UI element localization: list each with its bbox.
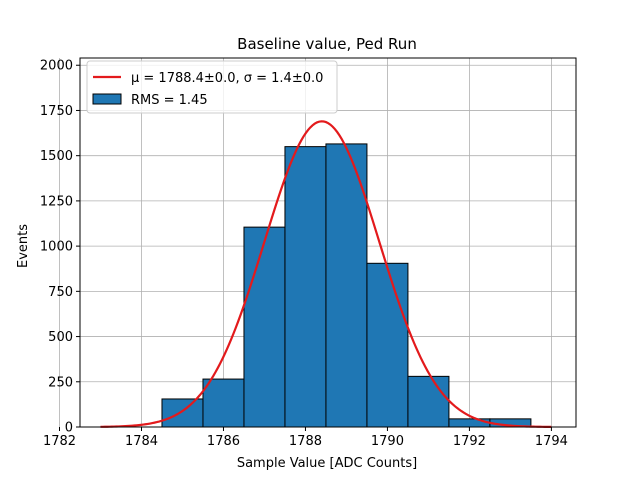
legend-histogram-label: RMS = 1.45	[131, 93, 208, 108]
y-tick-label: 0	[65, 421, 73, 436]
histogram-bar	[407, 375, 450, 428]
plot-frame	[79, 57, 577, 428]
histogram-bar	[366, 262, 409, 428]
x-tick-label: 1782	[43, 434, 76, 449]
chart-title: Baseline value, Ped Run	[237, 35, 417, 53]
histogram-bar	[161, 398, 204, 428]
y-tick-label: 750	[48, 285, 73, 300]
legend-histogram-swatch	[92, 93, 122, 105]
y-tick-label: 1500	[40, 149, 73, 164]
gaussian-fit-curve	[100, 120, 552, 428]
histogram-bar	[284, 146, 327, 428]
legend: μ = 1788.4±0.0, σ = 1.4±0.0 RMS = 1.45	[86, 60, 338, 114]
histogram-bar	[448, 418, 491, 428]
histogram-bar	[202, 378, 245, 428]
x-axis-ticks: 1782 1784 1786 1788 1790 1792 1794	[43, 427, 568, 449]
x-tick-label: 1794	[535, 434, 568, 449]
y-axis-label: Events	[16, 224, 31, 268]
histogram-bar	[243, 226, 286, 428]
x-tick-label: 1784	[125, 434, 158, 449]
x-tick-label: 1792	[453, 434, 486, 449]
histogram-bars	[161, 143, 532, 428]
y-tick-label: 1750	[40, 104, 73, 119]
x-tick-label: 1788	[289, 434, 322, 449]
histogram-bar	[325, 143, 368, 428]
legend-box	[86, 60, 338, 114]
x-tick-label: 1786	[207, 434, 240, 449]
y-tick-label: 1250	[40, 194, 73, 209]
y-axis-ticks: 0 250 500 750 1000 1250 1500 1750 2000	[40, 59, 80, 436]
legend-fit-label: μ = 1788.4±0.0, σ = 1.4±0.0	[131, 71, 323, 86]
x-axis-label: Sample Value [ADC Counts]	[237, 456, 417, 471]
y-tick-label: 2000	[40, 59, 73, 74]
y-tick-label: 1000	[40, 240, 73, 255]
x-tick-label: 1790	[371, 434, 404, 449]
y-tick-label: 500	[48, 330, 73, 345]
y-tick-label: 250	[48, 375, 73, 390]
